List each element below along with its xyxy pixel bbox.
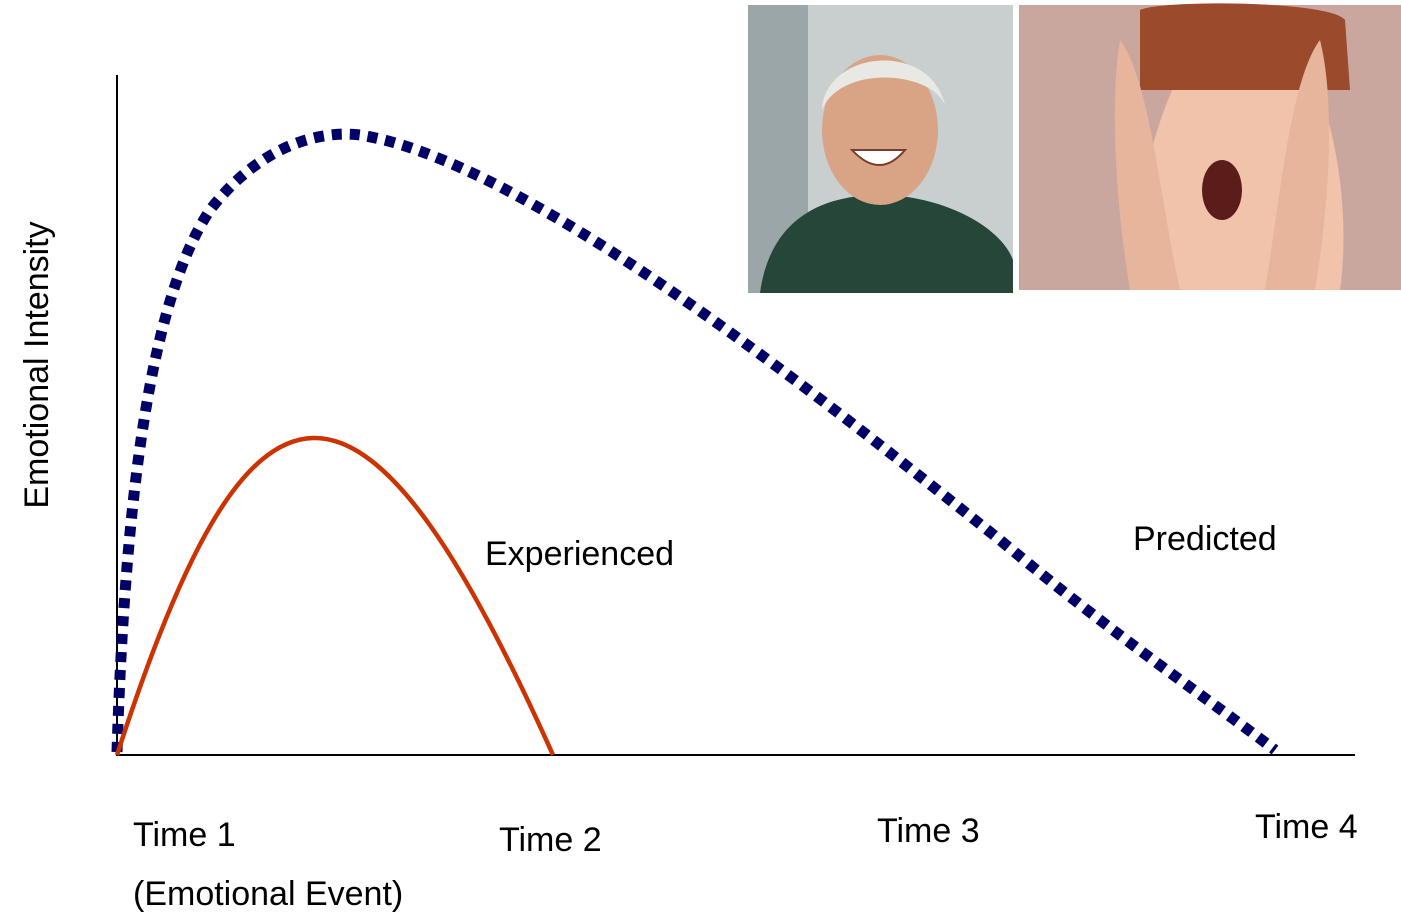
time-label: Time 2	[499, 821, 602, 859]
curve-label: Predicted	[1133, 520, 1277, 558]
curve-label: Experienced	[485, 535, 674, 573]
photo-smiling-man	[748, 5, 1013, 293]
predicted-curve	[111, 128, 1279, 755]
experienced-curve	[114, 435, 556, 756]
axis-label: Emotional Intensity	[18, 221, 56, 508]
photo-screaming-woman	[1019, 3, 1401, 290]
time-label: Time 4	[1255, 808, 1358, 846]
event-label: (Emotional Event)	[133, 875, 403, 913]
time-label: Time 3	[877, 812, 980, 850]
time-label: Time 1	[133, 816, 236, 854]
